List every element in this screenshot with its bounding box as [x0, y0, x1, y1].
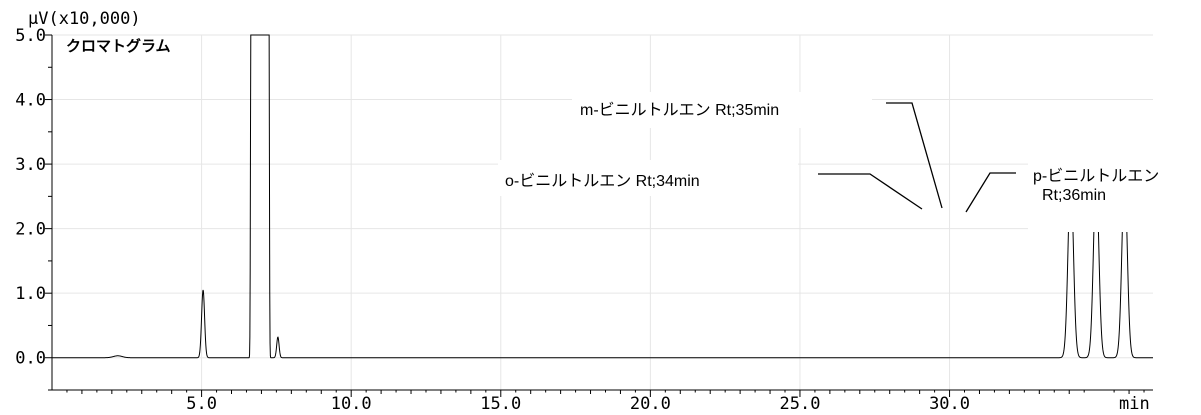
leader-line-p — [965, 172, 1016, 213]
y-axis-unit-label: μV(x10,000) — [28, 9, 141, 29]
x-tick-label: 25.0 — [779, 394, 820, 414]
y-tick-label: 2.0 — [15, 220, 46, 240]
x-tick-label: 20.0 — [630, 394, 671, 414]
y-tick-label: 0.0 — [15, 349, 46, 369]
annotation-p-rt: Rt;36min — [1042, 187, 1106, 204]
y-tick-label: 4.0 — [15, 91, 46, 111]
x-tick-label: 10.0 — [331, 394, 372, 414]
y-tick-label: 3.0 — [15, 155, 46, 175]
x-axis-unit-label: min — [1119, 394, 1150, 414]
x-tick-label: 30.0 — [929, 394, 970, 414]
x-tick-labels: 5.0 10.0 15.0 20.0 25.0 30.0 — [186, 394, 970, 414]
y-tick-label: 5.0 — [15, 26, 46, 46]
annotation-m-vinyltoluene: m-ビニルトルエン Rt;35min — [580, 101, 779, 119]
y-tick-label: 1.0 — [15, 284, 46, 304]
annotation-o-vinyltoluene: o-ビニルトルエン Rt;34min — [505, 172, 700, 190]
y-tick-labels: 0.0 1.0 2.0 3.0 4.0 5.0 — [15, 26, 46, 369]
axes — [51, 35, 1153, 391]
leader-line-m — [886, 102, 943, 209]
annotation-box-p — [1028, 150, 1168, 232]
x-tick-label: 5.0 — [186, 394, 217, 414]
peak-annotations: o-ビニルトルエン Rt;34min m-ビニルトルエン Rt;35min p-… — [498, 92, 1168, 232]
leader-line-o — [818, 173, 923, 210]
chart-title: クロマトグラム — [66, 37, 171, 55]
grid-lines — [52, 34, 1153, 390]
tick-marks — [45, 34, 1145, 397]
annotation-box-m — [572, 92, 872, 128]
chromatogram-trace — [52, 34, 1153, 359]
annotation-p-vinyltoluene: p-ビニルトルエン — [1033, 167, 1159, 185]
x-tick-label: 15.0 — [480, 394, 521, 414]
annotation-box-o — [498, 160, 798, 196]
